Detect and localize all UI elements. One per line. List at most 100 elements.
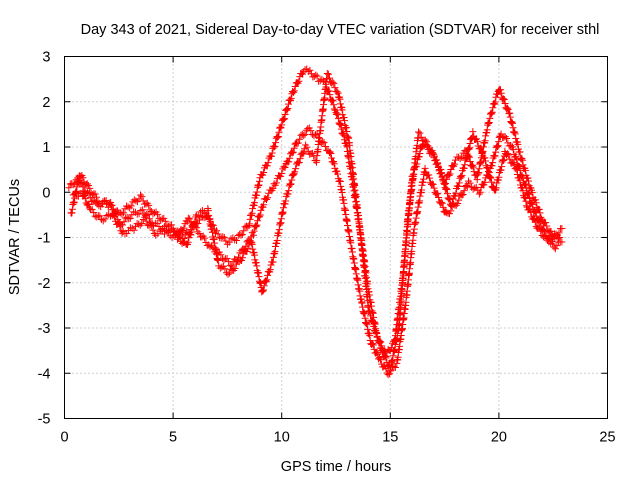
data-point <box>489 104 497 112</box>
data-point <box>128 211 136 219</box>
data-point <box>506 109 514 117</box>
data-point <box>548 238 556 246</box>
data-point <box>154 210 162 218</box>
data-point <box>138 219 146 227</box>
data-point <box>488 108 496 116</box>
data-point <box>231 265 239 273</box>
data-point <box>330 160 338 168</box>
data-point <box>130 226 138 234</box>
data-point <box>310 73 318 81</box>
data-point <box>469 163 477 171</box>
data-point <box>360 309 368 317</box>
data-point <box>65 184 73 192</box>
data-point <box>139 206 147 214</box>
data-point <box>225 238 233 246</box>
data-point <box>268 149 276 157</box>
data-point <box>79 174 87 182</box>
data-point <box>543 236 551 244</box>
data-point <box>477 144 485 152</box>
data-point <box>558 238 566 246</box>
data-point <box>488 162 496 170</box>
data-point <box>290 144 298 152</box>
data-point <box>415 128 423 136</box>
data-point <box>340 136 348 144</box>
data-point <box>320 139 328 147</box>
data-point <box>438 199 446 207</box>
data-point <box>444 171 452 179</box>
data-point <box>123 230 131 238</box>
data-point <box>503 104 511 112</box>
data-point <box>329 78 337 86</box>
data-point <box>469 185 477 193</box>
data-point <box>493 179 501 187</box>
data-point <box>531 196 539 204</box>
data-point <box>93 193 101 201</box>
data-point <box>552 233 560 241</box>
data-point <box>120 218 128 226</box>
x-tick-label: 5 <box>169 430 177 446</box>
data-point <box>363 321 371 329</box>
data-point <box>491 152 499 160</box>
data-point <box>214 230 222 238</box>
data-point <box>522 180 530 188</box>
data-point <box>514 140 522 148</box>
x-axis-label: GPS time / hours <box>281 459 391 475</box>
data-point <box>429 180 437 188</box>
data-point <box>160 223 168 231</box>
data-point <box>186 215 194 223</box>
data-point <box>99 217 107 225</box>
x-tick-label: 0 <box>60 430 68 446</box>
plot-frame <box>64 56 608 419</box>
data-point <box>69 181 77 189</box>
data-point <box>217 251 225 259</box>
data-point <box>284 100 292 108</box>
grid <box>64 56 608 419</box>
data-point <box>135 220 143 228</box>
data-point <box>512 153 520 161</box>
data-point <box>220 233 228 241</box>
data-point <box>525 190 533 198</box>
data-point <box>381 352 389 360</box>
data-point <box>370 323 378 331</box>
data-point <box>523 202 531 210</box>
data-point <box>123 213 131 221</box>
data-point <box>455 182 463 190</box>
data-point <box>434 159 442 167</box>
data-point <box>390 362 398 370</box>
data-point <box>272 179 280 187</box>
data-point <box>368 317 376 325</box>
data-point <box>547 228 555 236</box>
data-point <box>437 165 445 173</box>
data-point <box>500 156 508 164</box>
data-point <box>425 171 433 179</box>
data-point <box>439 203 447 211</box>
data-point <box>369 318 377 326</box>
data-point <box>526 195 534 203</box>
data-point <box>485 120 493 128</box>
data-point <box>252 222 260 230</box>
data-point <box>434 190 442 198</box>
data-point <box>424 142 432 150</box>
data-point <box>430 184 438 192</box>
data-point <box>499 157 507 165</box>
data-point <box>266 266 274 274</box>
data-point <box>331 84 339 92</box>
data-point <box>509 124 517 132</box>
data-point <box>217 234 225 242</box>
data-point <box>429 149 437 157</box>
data-point <box>368 340 376 348</box>
data-point <box>364 325 372 333</box>
data-point <box>333 88 341 96</box>
data-point <box>113 211 121 219</box>
data-point <box>463 150 471 158</box>
data-point <box>232 237 240 245</box>
data-point <box>280 116 288 124</box>
data-point <box>289 88 297 96</box>
data-point <box>293 79 301 87</box>
data-point <box>492 93 500 101</box>
data-point <box>180 234 188 242</box>
data-point <box>513 170 521 178</box>
y-tick-label: -3 <box>38 321 51 337</box>
data-point <box>372 329 380 337</box>
data-point <box>84 182 92 190</box>
